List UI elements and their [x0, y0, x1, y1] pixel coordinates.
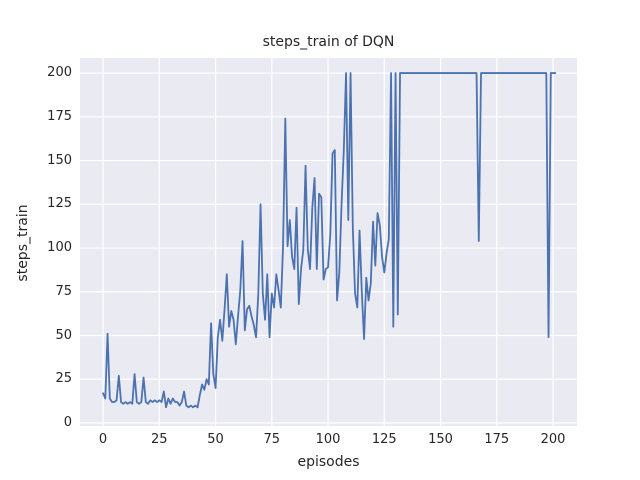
x-tick-label: 150	[428, 432, 453, 447]
x-tick-label: 25	[151, 432, 168, 447]
y-tick-label: 75	[55, 283, 72, 299]
y-tick-label: 175	[47, 108, 72, 124]
y-tick-label: 200	[47, 65, 72, 81]
x-axis-label: episodes	[297, 454, 360, 470]
x-tick-label: 75	[263, 432, 281, 447]
chart-title: steps_train of DQN	[262, 34, 395, 50]
y-tick-label: 50	[55, 327, 72, 343]
x-tick-label: 50	[207, 432, 224, 447]
data-line	[102, 72, 557, 409]
y-tick-label: 150	[47, 152, 72, 168]
x-tick-label: 175	[484, 432, 510, 447]
x-tick-label: 200	[540, 432, 566, 447]
x-tick-label: 100	[315, 432, 341, 447]
x-tick-label: 0	[98, 432, 108, 447]
y-tick-label: 125	[47, 196, 72, 212]
y-tick-label: 100	[47, 240, 72, 256]
x-tick-label: 125	[371, 432, 397, 447]
plot-area	[80, 58, 577, 426]
y-tick-label: 25	[55, 371, 72, 387]
y-tick-label: 0	[63, 415, 72, 431]
line-chart-svg	[80, 58, 577, 426]
